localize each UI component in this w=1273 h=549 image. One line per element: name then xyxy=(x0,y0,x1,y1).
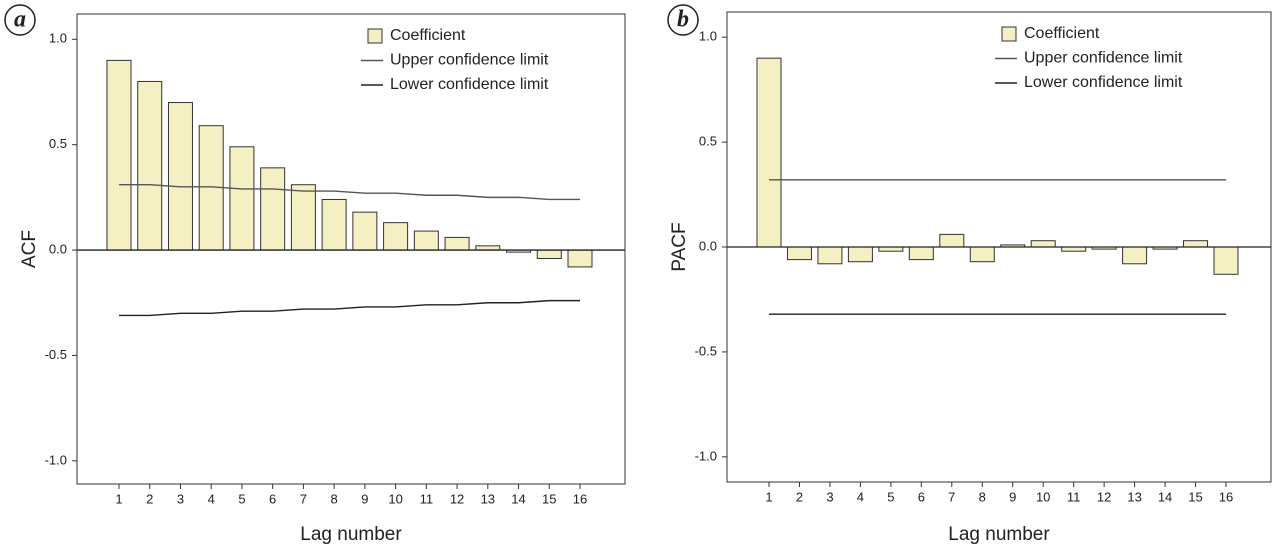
plot-frame xyxy=(76,13,626,485)
x-tick-label: 1 xyxy=(765,489,772,504)
bar xyxy=(106,59,132,251)
panel-label-circle xyxy=(4,4,36,36)
panel-label: a xyxy=(14,7,26,33)
panel-label: b xyxy=(677,7,689,33)
y-tick-label: 1.0 xyxy=(699,29,717,44)
bar xyxy=(908,246,934,261)
bar xyxy=(1122,246,1148,265)
bar xyxy=(817,246,843,265)
legend-swatch xyxy=(1001,26,1017,42)
x-tick-label: 10 xyxy=(1036,489,1050,504)
y-tick-label: 1.0 xyxy=(49,31,67,46)
x-tick-label: 8 xyxy=(331,491,338,506)
y-tick-label: 0.0 xyxy=(699,238,717,253)
x-tick-label: 5 xyxy=(238,491,245,506)
bar xyxy=(756,57,782,248)
bar xyxy=(786,246,812,261)
x-tick-label: 2 xyxy=(796,489,803,504)
x-tick-label: 13 xyxy=(1127,489,1141,504)
x-tick-label: 3 xyxy=(177,491,184,506)
x-axis-title: Lag number xyxy=(300,524,402,545)
x-tick-label: 6 xyxy=(269,491,276,506)
bar xyxy=(413,230,439,251)
panel-label-circle xyxy=(667,4,699,36)
bar xyxy=(137,80,163,251)
y-tick-label: 0.0 xyxy=(49,241,67,256)
y-axis-title: ACF xyxy=(19,230,40,268)
x-tick-label: 16 xyxy=(1219,489,1233,504)
x-tick-label: 3 xyxy=(826,489,833,504)
bar xyxy=(847,246,873,263)
y-tick-label: 0.5 xyxy=(49,136,67,151)
x-tick-label: 5 xyxy=(887,489,894,504)
bar xyxy=(167,102,193,251)
x-tick-label: 10 xyxy=(388,491,402,506)
x-tick-label: 16 xyxy=(573,491,587,506)
legend-label: Lower confidence limit xyxy=(1024,74,1183,91)
x-tick-label: 1 xyxy=(115,491,122,506)
legend-label: Lower confidence limit xyxy=(390,76,549,93)
x-tick-label: 4 xyxy=(857,489,864,504)
x-tick-label: 8 xyxy=(979,489,986,504)
legend-label: Coefficient xyxy=(390,27,466,44)
x-tick-label: 7 xyxy=(300,491,307,506)
x-tick-label: 7 xyxy=(948,489,955,504)
bar xyxy=(229,146,255,251)
y-tick-label: 0.5 xyxy=(699,134,717,149)
chart-panel: 1.00.50.0-0.5-1.01 2 3 4 5 6 7 8 9 10 11 12 13 14 15 16… xyxy=(667,4,1272,545)
y-tick-label: -1.0 xyxy=(45,452,67,467)
chart-panel: 1.00.50.0-0.5-1.01 2 3 4 5 6 7 8 9 10 11 12 13 14 15 16… xyxy=(4,4,626,545)
bar xyxy=(260,167,286,251)
x-tick-label: 6 xyxy=(918,489,925,504)
x-tick-label: 15 xyxy=(542,491,556,506)
x-tick-label: 11 xyxy=(1067,489,1081,504)
bar xyxy=(939,233,965,248)
x-tick-label: 4 xyxy=(208,491,215,506)
bar xyxy=(969,246,995,263)
bar xyxy=(444,236,470,251)
legend-label: Upper confidence limit xyxy=(390,52,549,69)
confidence-line xyxy=(119,299,580,317)
bar xyxy=(290,184,316,251)
y-axis-title: PACF xyxy=(669,222,690,271)
x-tick-label: 14 xyxy=(1158,489,1172,504)
bar xyxy=(1213,246,1239,275)
x-axis-title: Lag number xyxy=(948,524,1050,545)
x-tick-label: 12 xyxy=(1097,489,1111,504)
bar xyxy=(536,249,562,259)
y-tick-label: -0.5 xyxy=(45,347,67,362)
y-tick-label: -0.5 xyxy=(695,343,717,358)
bar xyxy=(1030,240,1056,248)
x-tick-label: 12 xyxy=(450,491,464,506)
confidence-line xyxy=(119,184,580,201)
legend-label: Coefficient xyxy=(1024,25,1100,42)
x-tick-label: 9 xyxy=(361,491,368,506)
x-tick-label: 9 xyxy=(1009,489,1016,504)
x-tick-label: 11 xyxy=(420,491,434,506)
legend-swatch xyxy=(367,28,383,44)
x-tick-label: 2 xyxy=(146,491,153,506)
x-tick-label: 14 xyxy=(511,491,525,506)
bar xyxy=(567,249,593,268)
bar xyxy=(321,198,347,251)
bar xyxy=(383,222,409,251)
x-tick-label: 15 xyxy=(1188,489,1202,504)
legend-label: Upper confidence limit xyxy=(1024,50,1183,67)
bar xyxy=(1183,240,1209,248)
y-tick-label: -1.0 xyxy=(695,448,717,463)
bar xyxy=(352,211,378,251)
x-tick-label: 13 xyxy=(481,491,495,506)
